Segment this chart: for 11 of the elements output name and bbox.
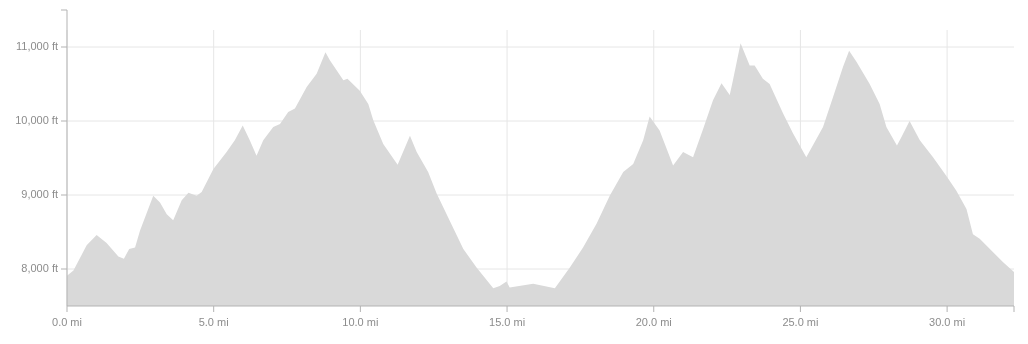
y-tick-label: 8,000 ft: [21, 261, 58, 274]
y-tick-label: 11,000 ft: [16, 39, 58, 52]
x-tick-label: 25.0 mi: [782, 316, 819, 328]
x-tick-label: 0.0 mi: [52, 316, 82, 328]
y-tick-label: 9,000 ft: [21, 187, 58, 200]
x-tick-label: 5.0 mi: [198, 316, 229, 328]
y-tick-label: 10,000 ft: [15, 113, 58, 126]
x-tick-label: 30.0 mi: [929, 316, 966, 328]
x-tick-label: 10.0 mi: [342, 316, 379, 328]
x-tick-label: 15.0 mi: [489, 316, 526, 328]
x-tick-label: 20.0 mi: [635, 316, 672, 328]
